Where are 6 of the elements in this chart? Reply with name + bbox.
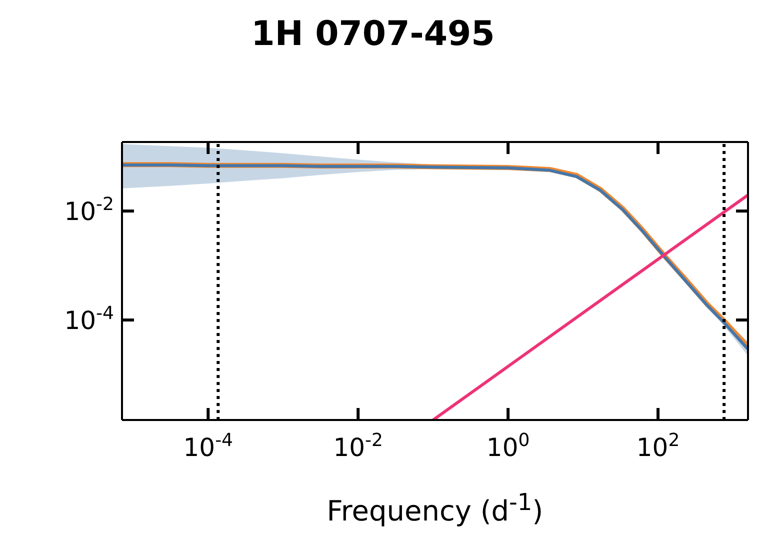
x-axis-title: Frequency (d$^{-1}$) [326,488,544,528]
x-tick-label: 10$^{-2}$ [333,430,383,462]
x-tick-label: 10$^{2}$ [636,430,680,462]
x-tick-label: 10$^{-4}$ [183,430,234,462]
x-tick-label: 10$^{0}$ [486,430,530,462]
chart-title: 1H 0707-495 [250,14,496,54]
